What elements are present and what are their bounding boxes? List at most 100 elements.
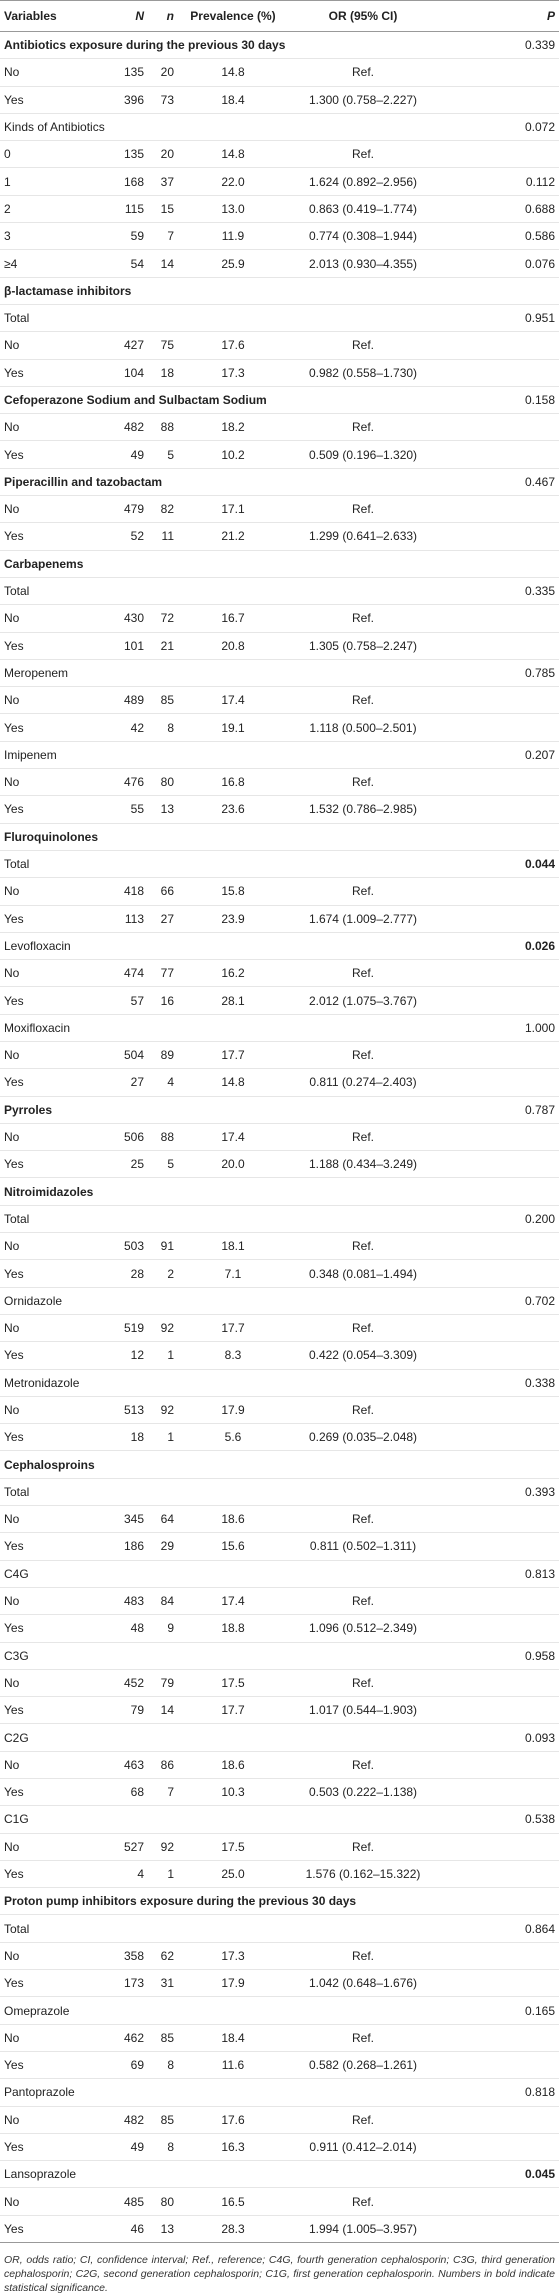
table-cell [288,659,438,688]
table-cell [438,1123,559,1152]
table-cell: 0.774 (0.308–1.944) [288,222,438,251]
table-row: Yes 104 18 17.3 0.982 (0.558–1.730) [0,359,559,387]
table-cell: 2 [0,195,118,224]
table-cell: 80 [148,2187,178,2216]
table-cell [148,1914,178,1943]
table-cell: Nitroimidazoles [0,1177,118,1206]
table-cell: 3 [0,222,118,251]
table-cell: 62 [148,1942,178,1971]
table-cell [288,277,438,305]
table-cell: No [0,1314,118,1343]
table-cell: 0.207 [438,741,559,770]
table-cell: No [0,2106,118,2134]
table-cell [438,331,559,360]
table-cell [438,632,559,660]
table-cell: 17.7 [178,1041,288,1070]
table-cell [438,1505,559,1534]
table-cell: No [0,1942,118,1971]
table-cell [438,1778,559,1807]
table-cell [438,277,559,305]
table-cell: C1G [0,1805,118,1834]
table-cell [148,1177,178,1206]
table-row: Yes 68 7 10.3 0.503 (0.222–1.138) [0,1778,559,1807]
table-cell [438,1232,559,1261]
table-cell [118,1369,148,1397]
table-cell: 10.3 [178,1778,288,1807]
table-cell: C2G [0,1723,118,1752]
table-cell [178,1805,288,1834]
table-row: No 358 62 17.3 Ref. [0,1942,559,1971]
table-cell: Ref. [288,1232,438,1261]
table-row: No 345 64 18.6 Ref. [0,1505,559,1534]
table-cell: Yes [0,1969,118,1998]
table-cell: 21 [148,632,178,660]
table-cell: Yes [0,1150,118,1179]
table-cell: 80 [148,768,178,797]
table-cell [118,577,148,606]
table-row: Total 0.951 [0,304,559,333]
table-cell: 5 [148,440,178,469]
table-cell [438,1341,559,1370]
table-cell [288,1450,438,1479]
table-cell [288,386,438,415]
table-cell: 418 [118,877,148,906]
table-cell [148,1887,178,1916]
table-cell: No [0,877,118,906]
table-cell: 4 [148,1068,178,1097]
table-row: Total 0.393 [0,1478,559,1507]
table-cell: 14 [148,1696,178,1725]
table-cell [118,932,148,961]
table-cell: 37 [148,167,178,196]
table-cell: Pantoprazole [0,2078,118,2107]
table-cell [288,1096,438,1124]
table-cell [288,1887,438,1916]
table-cell [178,31,288,60]
table-cell [288,1478,438,1507]
table-cell: 0.200 [438,1205,559,1234]
table-cell: 59 [118,222,148,251]
table-cell: 13 [148,795,178,824]
table-cell: 23.6 [178,795,288,824]
table-cell: 77 [148,959,178,988]
table-cell: Ref. [288,2024,438,2052]
table-cell: 25.0 [178,1860,288,1889]
table-cell [288,1560,438,1588]
table-cell: 0.158 [438,386,559,415]
table-cell: 168 [118,167,148,196]
table-cell [118,1177,148,1206]
table-cell: 14 [148,249,178,278]
table-row: C3G 0.958 [0,1642,559,1670]
table-cell: 55 [118,795,148,824]
table-cell [178,659,288,688]
table-cell [148,1478,178,1507]
table-cell: 452 [118,1669,148,1698]
table-cell: 27 [118,1068,148,1097]
table-row: No 513 92 17.9 Ref. [0,1396,559,1425]
table-cell [148,31,178,60]
table-cell: 0.045 [438,2160,559,2189]
table-cell: 15.6 [178,1532,288,1561]
table-cell [178,1478,288,1507]
table-cell [118,1560,148,1588]
table-cell: 113 [118,905,148,933]
table-cell: 485 [118,2187,148,2216]
table-cell: 48 [118,1614,148,1643]
table-cell [178,2078,288,2107]
table-cell: 513 [118,1396,148,1425]
table-cell: 11 [148,522,178,551]
table-cell [148,932,178,961]
table-cell: Antibiotics exposure during the previous… [0,31,285,60]
table-row: No 489 85 17.4 Ref. [0,686,559,715]
table-cell [118,468,148,497]
table-cell: Ref. [288,686,438,715]
table-cell: 0.787 [438,1096,559,1124]
table-cell: 1.299 (0.641–2.633) [288,522,438,551]
table-row: Yes 49 8 16.3 0.911 (0.412–2.014) [0,2133,559,2162]
table-cell: 463 [118,1751,148,1780]
table-cell: 482 [118,2106,148,2134]
table-cell: Carbapenems [0,550,118,578]
table-cell: 13.0 [178,195,288,224]
